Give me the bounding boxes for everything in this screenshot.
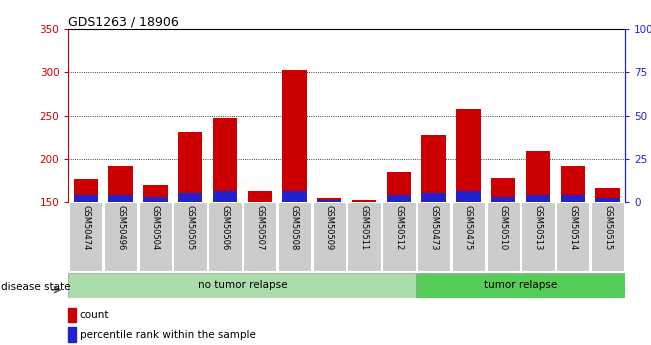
Bar	[278, 202, 311, 271]
Bar	[456, 191, 480, 202]
Bar	[178, 132, 202, 202]
Bar	[421, 193, 446, 202]
Bar	[213, 118, 237, 202]
Bar	[352, 200, 376, 202]
Bar	[486, 202, 520, 271]
Bar	[74, 179, 98, 202]
Bar	[243, 202, 277, 271]
Bar	[108, 195, 133, 202]
Text: GSM50515: GSM50515	[603, 205, 612, 250]
Text: GSM50511: GSM50511	[359, 205, 368, 250]
Bar	[491, 197, 516, 202]
Text: GSM50514: GSM50514	[568, 205, 577, 250]
Bar	[68, 308, 77, 322]
Text: GSM50496: GSM50496	[116, 205, 125, 251]
Text: GSM50508: GSM50508	[290, 205, 299, 251]
Bar	[213, 191, 237, 202]
Bar	[421, 135, 446, 202]
Bar	[247, 191, 272, 202]
Bar	[416, 273, 625, 298]
Text: GSM50473: GSM50473	[429, 205, 438, 251]
Bar	[348, 202, 381, 271]
Bar	[417, 202, 450, 271]
Bar	[143, 186, 167, 202]
Bar	[283, 191, 307, 202]
Text: GSM50474: GSM50474	[81, 205, 90, 251]
Bar	[208, 202, 242, 271]
Text: no tumor relapse: no tumor relapse	[197, 280, 287, 290]
Text: GSM50506: GSM50506	[221, 205, 229, 251]
Bar	[561, 167, 585, 202]
Text: percentile rank within the sample: percentile rank within the sample	[79, 330, 256, 339]
Text: disease state: disease state	[1, 282, 71, 292]
Text: GSM50510: GSM50510	[499, 205, 508, 250]
Bar	[173, 202, 207, 271]
Text: GSM50505: GSM50505	[186, 205, 195, 250]
Bar	[69, 202, 102, 271]
Bar	[143, 197, 167, 202]
Text: GSM50509: GSM50509	[325, 205, 334, 250]
Bar	[456, 109, 480, 202]
Bar	[452, 202, 485, 271]
Bar	[596, 198, 620, 202]
Bar	[317, 198, 341, 202]
Text: GSM50504: GSM50504	[151, 205, 160, 250]
Bar	[178, 193, 202, 202]
Bar	[556, 202, 589, 271]
Bar	[521, 202, 555, 271]
Bar	[283, 70, 307, 202]
Bar	[382, 202, 415, 271]
Bar	[108, 166, 133, 202]
Bar	[526, 151, 550, 202]
Text: GSM50512: GSM50512	[395, 205, 404, 250]
Bar	[68, 273, 416, 298]
Bar	[104, 202, 137, 271]
Bar	[526, 195, 550, 202]
Text: GDS1263 / 18906: GDS1263 / 18906	[68, 15, 179, 28]
Bar	[387, 172, 411, 202]
Bar	[561, 195, 585, 202]
Bar	[68, 327, 77, 342]
Text: GSM50513: GSM50513	[533, 205, 542, 251]
Bar	[591, 202, 624, 271]
Bar	[317, 200, 341, 202]
Text: GSM50475: GSM50475	[464, 205, 473, 251]
Bar	[387, 195, 411, 202]
Bar	[312, 202, 346, 271]
Text: count: count	[79, 310, 109, 320]
Bar	[74, 195, 98, 202]
Text: tumor relapse: tumor relapse	[484, 280, 557, 290]
Bar	[491, 178, 516, 202]
Bar	[596, 188, 620, 202]
Bar	[139, 202, 172, 271]
Text: GSM50507: GSM50507	[255, 205, 264, 251]
